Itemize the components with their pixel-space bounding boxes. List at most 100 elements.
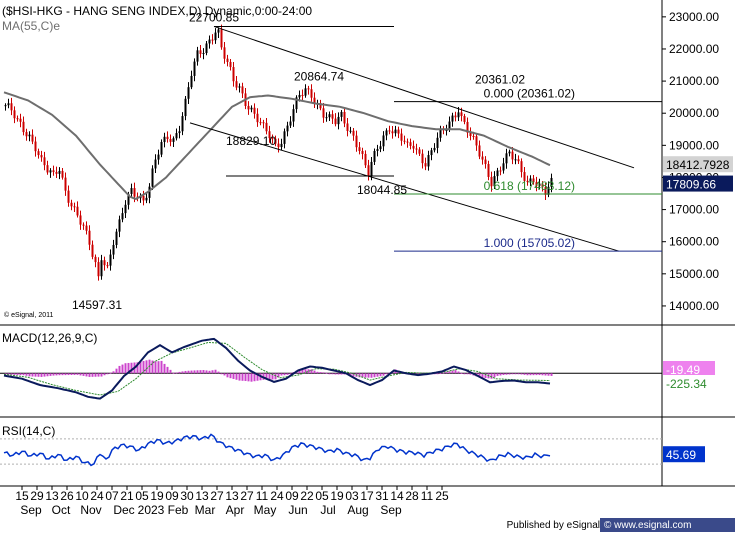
candle-body (298, 94, 301, 98)
macd-histogram-bar (289, 373, 292, 375)
macd-marker-box (663, 375, 715, 391)
candle-body (439, 129, 442, 138)
copyright-label: © eSignal, 2011 (4, 311, 54, 319)
candle-body (4, 105, 7, 107)
macd-histogram-bar (367, 373, 370, 378)
macd-histogram-bar (316, 371, 319, 374)
candle-body (346, 123, 349, 131)
ma-55-line (3, 91, 551, 201)
day-tick-label: 14 (390, 489, 404, 503)
macd-histogram-bar (13, 373, 16, 375)
macd-histogram-bar (265, 373, 268, 380)
candle-body (331, 114, 334, 119)
macd-histogram-bar (193, 370, 196, 374)
macd-panel: MACD(12,26,9,C) -19.49-225.34 (0, 331, 715, 400)
candle-body (205, 43, 208, 54)
month-label: Apr (226, 503, 245, 517)
candle-body (436, 137, 439, 148)
candle-body (58, 170, 61, 174)
candle-body (193, 61, 196, 76)
day-tick-label: 13 (225, 489, 239, 503)
macd-histogram-bar (91, 373, 94, 377)
macd-histogram-bar (109, 372, 112, 374)
macd-histogram-bar (211, 370, 214, 374)
macd-histogram-bar (79, 373, 82, 376)
candle-body (373, 150, 376, 162)
candle-body (448, 121, 451, 130)
macd-histogram-bar (490, 373, 493, 379)
macd-histogram-bar (517, 373, 520, 375)
day-tick-label: 28 (405, 489, 419, 503)
candle-body (181, 116, 184, 132)
macd-histogram-bar (145, 360, 148, 374)
day-tick-label: 09 (285, 489, 299, 503)
macd-line (3, 337, 551, 400)
macd-histogram-bar (208, 370, 211, 374)
macd-histogram-bar (4, 373, 7, 375)
macd-histogram-bar (280, 373, 283, 376)
candle-body (310, 89, 313, 98)
candle-body (118, 219, 121, 232)
macd-histogram-bar (307, 369, 310, 374)
candle-body (115, 231, 118, 245)
macd-histogram-bar (223, 373, 226, 376)
macd-histogram-bar (451, 370, 454, 374)
macd-histogram-bar (100, 373, 103, 377)
macd-histogram-bar (313, 370, 316, 374)
candle-body (472, 136, 475, 138)
macd-histogram-bar (457, 371, 460, 374)
macd-histogram-bar (250, 373, 253, 382)
macd-histogram-bar (268, 373, 271, 380)
price-panel: 14000.0015000.0016000.0017000.0018000.00… (2, 4, 733, 319)
day-tick-label: 13 (195, 489, 209, 503)
fib-level-label: 0.618 (17483.12) (484, 179, 575, 193)
candle-body (517, 159, 520, 162)
month-label: 2023 (138, 503, 165, 517)
macd-histogram-bar (505, 373, 508, 375)
candle-body (295, 97, 298, 110)
candle-body (91, 244, 94, 257)
month-label: Oct (52, 503, 71, 517)
candle-body (520, 161, 523, 173)
macd-histogram-bar (520, 373, 523, 375)
macd-histogram-bar (436, 373, 439, 375)
day-tick-label: 30 (180, 489, 194, 503)
macd-histogram-bar (19, 373, 22, 376)
candle-body (199, 50, 202, 54)
macd-histogram-bar (349, 373, 352, 376)
candle-body (85, 225, 88, 231)
macd-histogram-bar (337, 373, 340, 375)
candle-body (361, 151, 364, 154)
month-label: Aug (347, 503, 368, 517)
macd-histogram-bar (370, 373, 373, 378)
macd-histogram-bar (274, 373, 277, 380)
macd-histogram-bar (361, 373, 364, 378)
swing-annotation: 14597.31 (72, 298, 122, 312)
macd-histogram-bar (67, 373, 70, 376)
candle-body (460, 112, 463, 117)
day-tick-label: 25 (435, 489, 449, 503)
candle-body (130, 188, 133, 194)
candle-body (271, 138, 274, 140)
candle-body (208, 39, 211, 44)
candle-body (505, 153, 508, 164)
candle-body (388, 130, 391, 132)
macd-histogram-bar (70, 373, 73, 375)
day-tick-label: 05 (135, 489, 149, 503)
macd-histogram-bar (10, 373, 13, 375)
macd-title: MACD(12,26,9,C) (2, 331, 97, 345)
macd-histogram-bar (448, 371, 451, 374)
macd-histogram-bar (154, 361, 157, 374)
macd-histogram-bar (220, 373, 223, 375)
candle-body (238, 86, 241, 88)
candle-body (535, 182, 538, 186)
macd-histogram-bar (52, 373, 55, 376)
day-tick-label: 19 (330, 489, 344, 503)
candle-body (28, 134, 31, 137)
candle-body (400, 133, 403, 141)
candle-body (7, 103, 10, 106)
macd-histogram-bar (334, 373, 337, 375)
day-tick-label: 24 (90, 489, 104, 503)
candle-body (10, 103, 13, 111)
